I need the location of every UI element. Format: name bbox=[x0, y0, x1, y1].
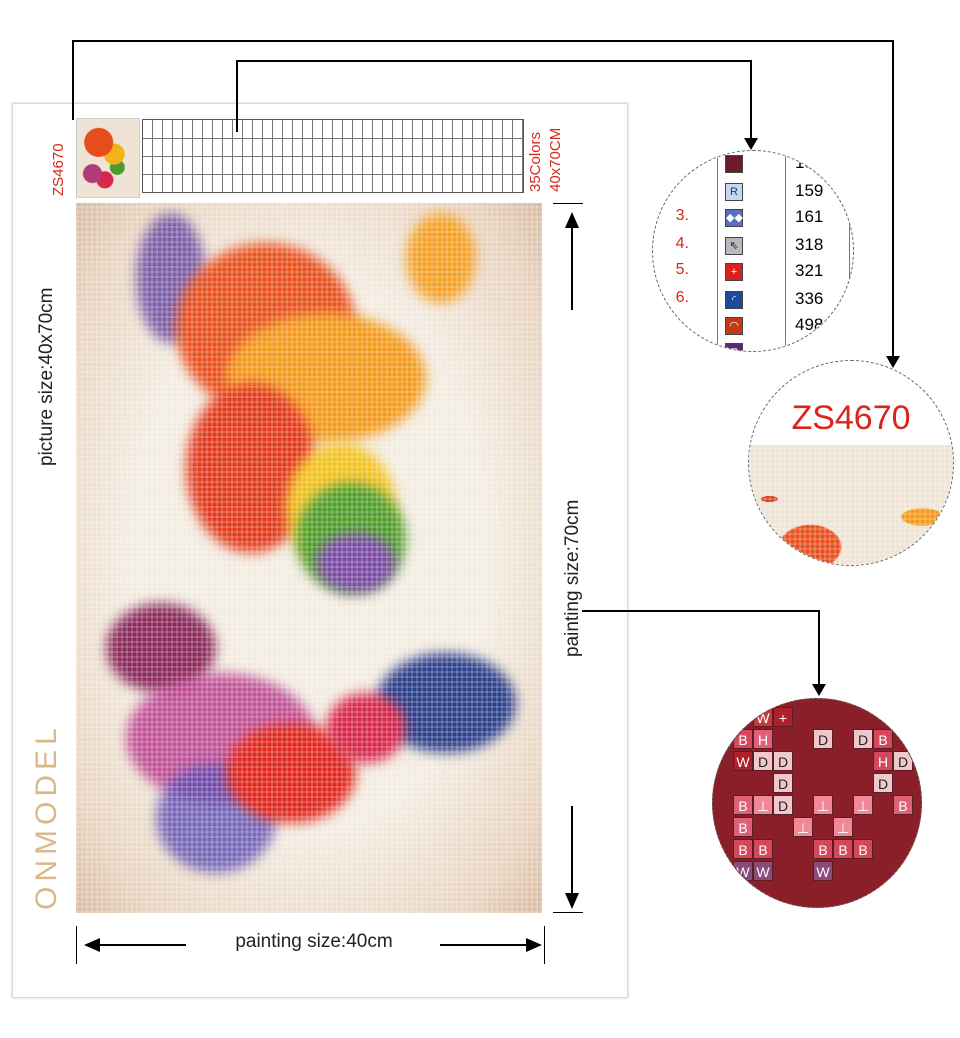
connector-code-vertical bbox=[72, 40, 74, 120]
symbol-cell: B bbox=[733, 817, 753, 837]
legend-zoom-divider bbox=[785, 151, 786, 351]
symbol-cell: D bbox=[773, 773, 793, 793]
height-tick-top bbox=[553, 203, 583, 204]
symbol-cell: D bbox=[893, 751, 913, 771]
symbol-cell: D bbox=[753, 751, 773, 771]
legend-zoom-circle: 15 R 159 3. ◆◆ 161 4. ⇖ 318 5. + 321 6. … bbox=[652, 150, 854, 352]
connector-code-arrowhead-icon bbox=[886, 356, 900, 368]
legend-zoom-row: R 159 bbox=[653, 181, 853, 211]
symbol-cell: D bbox=[773, 795, 793, 815]
code-zoom-circle: ZS4670 bbox=[748, 360, 954, 566]
world-map-painting bbox=[76, 203, 542, 913]
symbol-zoom-circle: W + B H D D B W D D H D D D B ⊥ D ⊥ ⊥ B … bbox=[712, 698, 922, 908]
legend-zoom-divider bbox=[717, 151, 718, 351]
picture-size-label: picture size:40x70cm bbox=[36, 287, 57, 466]
width-arrowhead-right-icon bbox=[526, 938, 542, 952]
symbol-cell: D bbox=[873, 773, 893, 793]
legend-zoom-row: 15 bbox=[653, 153, 853, 183]
width-tick-right bbox=[544, 926, 545, 964]
symbol-cell: B bbox=[833, 839, 853, 859]
legend-zoom-row: 3. ◆◆ 161 bbox=[675, 207, 824, 227]
legend-zoom-row: 5. + 321 bbox=[675, 261, 824, 281]
product-code-label: ZS4670 bbox=[50, 143, 67, 196]
code-zoom-mosaic bbox=[749, 445, 953, 565]
symbol-cell: D bbox=[853, 729, 873, 749]
symbol-cell: W bbox=[733, 751, 753, 771]
symbol-cell: W bbox=[753, 707, 773, 727]
legend-zoom-row: ◠ 498 bbox=[653, 315, 853, 345]
symbol-cell: W bbox=[813, 861, 833, 881]
symbol-cell: W bbox=[733, 861, 753, 881]
legend-zoom-row: 4. ⇖ 318 bbox=[675, 235, 824, 255]
symbol-cell: D bbox=[773, 751, 793, 771]
width-arrow-left bbox=[100, 944, 186, 946]
symbol-cell: B bbox=[853, 839, 873, 859]
symbol-cell: H bbox=[873, 751, 893, 771]
legend-zoom-row: ⧗ bbox=[653, 341, 853, 351]
height-arrow-bottom bbox=[571, 806, 573, 896]
width-arrowhead-left-icon bbox=[84, 938, 100, 952]
thumbnail-image bbox=[76, 118, 140, 198]
connector-legend-arrowhead-icon bbox=[744, 138, 758, 150]
colors-count-label: 35Colors bbox=[527, 131, 544, 192]
height-arrowhead-up-icon bbox=[565, 212, 579, 228]
symbol-cell: B bbox=[873, 729, 893, 749]
connector-symbol-arrowhead-icon bbox=[812, 684, 826, 696]
connector-legend-vertical bbox=[236, 60, 238, 132]
symbol-cell: B bbox=[893, 795, 913, 815]
symbol-cell: ⊥ bbox=[753, 795, 773, 815]
symbol-cell: ⊥ bbox=[793, 817, 813, 837]
size-label: 40x70CM bbox=[547, 127, 564, 192]
connector-code-down bbox=[892, 40, 894, 358]
code-zoom-text: ZS4670 bbox=[791, 399, 911, 437]
symbol-cell: ⊥ bbox=[813, 795, 833, 815]
symbol-cell: B bbox=[813, 839, 833, 859]
height-arrowhead-down-icon bbox=[565, 893, 579, 909]
symbol-cell: B bbox=[733, 839, 753, 859]
symbol-cell: ⊥ bbox=[833, 817, 853, 837]
symbol-cell: + bbox=[773, 707, 793, 727]
width-arrow-right bbox=[440, 944, 526, 946]
height-arrow-top bbox=[571, 225, 573, 310]
height-tick-bottom bbox=[553, 912, 583, 913]
color-legend-table bbox=[142, 119, 524, 193]
onmodel-watermark: ONMODEL bbox=[30, 723, 63, 910]
symbol-cell: H bbox=[753, 729, 773, 749]
width-tick-left bbox=[76, 926, 77, 964]
symbol-cell: B bbox=[733, 795, 753, 815]
legend-zoom-divider bbox=[849, 151, 850, 351]
connector-legend-down bbox=[750, 60, 752, 140]
symbol-cell: D bbox=[813, 729, 833, 749]
symbol-cell: B bbox=[733, 729, 753, 749]
symbol-cell: B bbox=[753, 839, 773, 859]
connector-symbol-horizontal bbox=[582, 610, 820, 612]
symbol-cell: W bbox=[753, 861, 773, 881]
connector-legend-horizontal bbox=[236, 60, 752, 62]
painting-width-label: painting size:40cm bbox=[235, 931, 393, 952]
connector-code-horizontal bbox=[72, 40, 894, 42]
legend-zoom-row: 6. ◜ 336 bbox=[675, 289, 824, 309]
connector-symbol-down bbox=[818, 610, 820, 686]
painting-height-label: painting size:70cm bbox=[562, 499, 583, 657]
symbol-cell: ⊥ bbox=[853, 795, 873, 815]
